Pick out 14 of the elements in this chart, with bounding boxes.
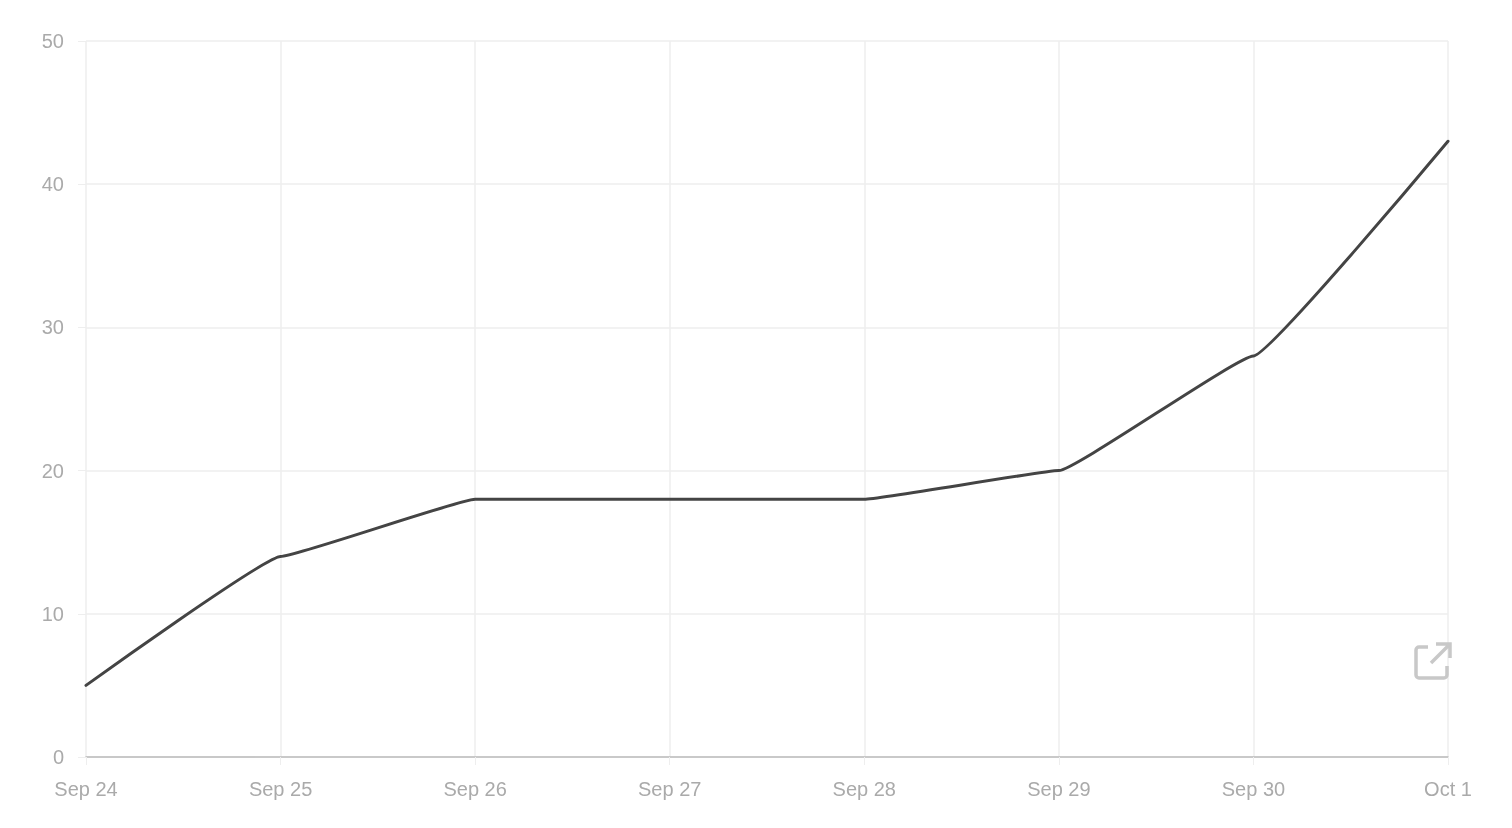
x-tick-label: Oct 1 [1424,778,1472,800]
x-tick-label: Sep 24 [54,778,118,800]
x-tick-label: Sep 25 [248,778,313,800]
y-tick-label: 0 [52,746,64,768]
x-tick-label: Sep 28 [832,778,896,800]
y-tick-label: 10 [41,602,64,625]
x-tick-label: Sep 29 [1027,778,1091,800]
y-tick-label: 30 [41,316,64,339]
y-tick-label: 50 [41,30,64,52]
y-tick-label: 40 [41,173,64,196]
x-tick-label: Sep 27 [638,778,702,800]
y-tick-label: 20 [41,459,64,482]
x-tick-label: Sep 26 [443,778,507,800]
x-tick-label: Sep 30 [1221,778,1286,800]
